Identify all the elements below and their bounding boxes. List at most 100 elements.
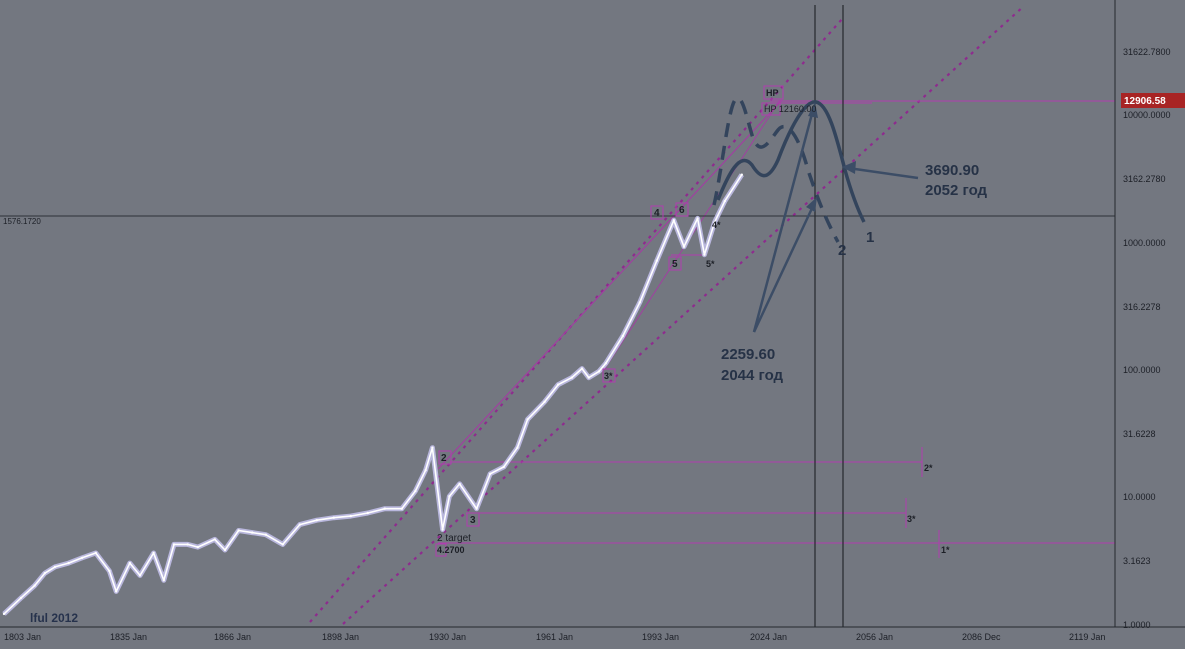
price-point [638, 301, 641, 304]
price-point [115, 590, 118, 593]
annotation-2052-value: 3690.90 [925, 162, 979, 179]
wave-label-4: 4 [654, 208, 660, 219]
price-series-halo [2, 173, 744, 616]
wave-label-5: 5 [672, 259, 678, 270]
target-value: 4.2700 [437, 545, 465, 555]
price-point [441, 528, 444, 531]
time-axis: 1803 Jan 1835 Jan 1866 Jan 1898 Jan 1930… [0, 626, 1185, 642]
vertical-lines [814, 0, 1116, 627]
wave-label-3-box [466, 512, 480, 527]
price-point [332, 516, 335, 519]
y-tick-label: 31622.7800 [1123, 47, 1171, 57]
annotation-2052-year: 2052 год [925, 182, 988, 199]
y-tick-label: 100.0000 [1123, 365, 1161, 375]
wave-label-4-box [650, 205, 664, 220]
price-point [53, 565, 57, 569]
price-axis: 31622.7800 10000.0000 3162.2780 1000.000… [1121, 47, 1185, 630]
wave-label-4-star: 4* [712, 220, 721, 230]
price-point [570, 376, 573, 379]
price-point [543, 400, 546, 403]
y-tick-label: 3162.2780 [1123, 174, 1166, 184]
price-point [213, 538, 216, 541]
arrow-2044-to-path [752, 203, 816, 333]
x-tick-label: 2056 Jan [856, 632, 893, 642]
current-price-label: 12906.58 [1124, 96, 1166, 107]
credit-label: lful 2012 [30, 611, 78, 625]
price-point [723, 199, 726, 203]
wave-label-5-box [668, 256, 682, 271]
price-point [33, 584, 36, 587]
price-point [67, 561, 70, 565]
y-tick-label: 1000.0000 [1123, 238, 1166, 248]
y-tick-label: 3.1623 [1123, 556, 1151, 566]
current-price-badge [1121, 93, 1185, 108]
x-tick-label: 1835 Jan [110, 632, 147, 642]
annotation-2044-value: 2259.60 [721, 346, 775, 363]
wave-labels: 2 3 4 6 5 3* 4* 5* 2* 3* 1* [438, 202, 950, 555]
price-series-line [3, 174, 743, 615]
hp-line-box [761, 102, 781, 116]
x-tick-label: 1930 Jan [429, 632, 466, 642]
forecast-path-2-dashed [712, 96, 840, 243]
price-point [580, 367, 584, 370]
price-point [414, 489, 417, 493]
target-label: 2 target [437, 533, 471, 544]
wave-label-2-star: 2* [924, 463, 933, 473]
target-labels: 2 target 4.2700 HP HP 12160.00 [435, 85, 816, 557]
price-point [315, 519, 318, 522]
price-point [655, 259, 658, 262]
price-point [128, 561, 131, 565]
price-point [448, 495, 451, 498]
price-point [196, 545, 199, 549]
lower-dotted-trendline [342, 5, 1025, 625]
price-point [2, 612, 6, 616]
arrow-2044-to-path-head [806, 197, 817, 212]
price-point [604, 362, 607, 365]
y-tick-label: 10000.0000 [1123, 110, 1171, 120]
price-point [557, 383, 560, 386]
wave-label-3-star: 3* [907, 514, 916, 524]
wave-label-5-star: 5* [706, 259, 715, 269]
price-point [696, 217, 699, 220]
series-layer [2, 173, 744, 616]
x-tick-label: 1803 Jan [4, 632, 41, 642]
path-label-2: 2 [838, 242, 846, 259]
hline-label: 1576.1720 [3, 217, 41, 226]
price-point [223, 548, 227, 552]
y-tick-label: 10.0000 [1123, 492, 1156, 502]
hp-box-label: HP [766, 88, 779, 98]
y-tick-label: 1.0000 [1123, 620, 1151, 630]
x-tick-label: 2119 Jan [1069, 632, 1105, 642]
price-point [526, 418, 529, 421]
x-tick-label: 1961 Jan [536, 632, 573, 642]
wave-label-2: 2 [441, 453, 447, 464]
price-point [475, 507, 478, 510]
price-point [152, 551, 155, 555]
wave-label-6-box [675, 202, 689, 217]
annotation-arrows [752, 102, 919, 333]
wave-label-3-star-mid: 3* [604, 371, 613, 381]
price-point [400, 507, 403, 510]
price-point [672, 219, 675, 222]
price-point [587, 376, 590, 379]
price-point [172, 543, 176, 546]
price-point [424, 469, 427, 472]
price-point [703, 253, 706, 256]
price-point [713, 221, 716, 224]
forecast-path-1-solid [716, 100, 866, 223]
price-point [81, 556, 84, 559]
forecast-annotations: 3690.90 2052 год 2259.60 2044 год 1 2 lf… [30, 162, 988, 625]
price-point [502, 465, 505, 469]
hp-box [763, 85, 784, 100]
price-point [383, 507, 386, 510]
price-point [431, 446, 434, 449]
price-point [489, 472, 492, 475]
price-point [621, 334, 624, 338]
upper-channel-line [437, 99, 783, 470]
price-point [108, 569, 111, 573]
price-point [94, 551, 98, 555]
price-point [19, 596, 23, 600]
arrow-2044-to-hp-head [808, 102, 818, 118]
wave-label-2-box [438, 450, 452, 465]
